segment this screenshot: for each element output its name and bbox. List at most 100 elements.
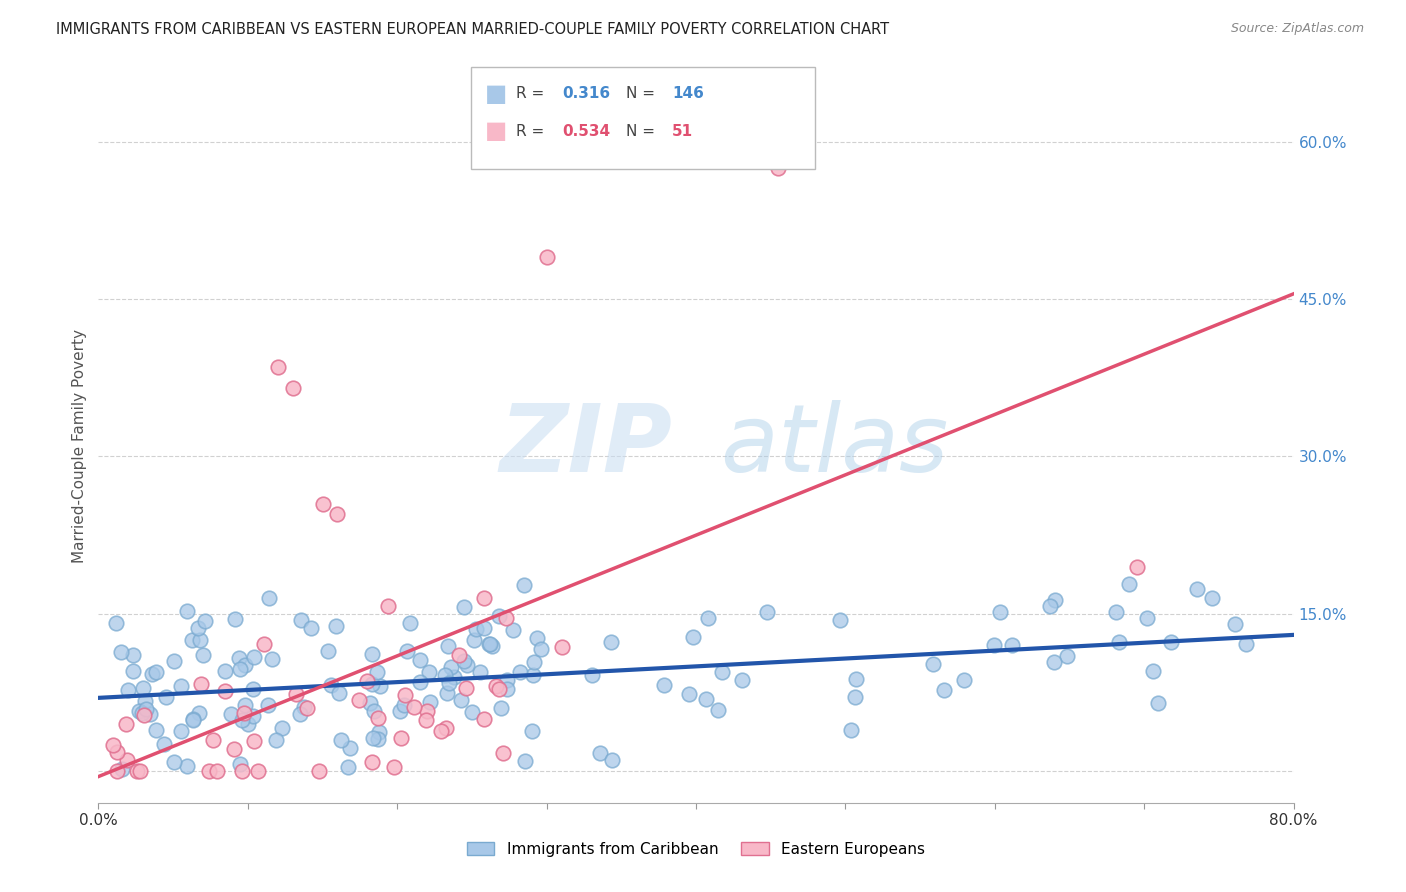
Point <box>581 668 603 682</box>
Point <box>214 684 236 698</box>
Point <box>194 614 217 628</box>
Point <box>509 665 531 680</box>
Point <box>392 698 415 712</box>
Point <box>329 733 352 747</box>
Point <box>1146 697 1168 711</box>
Point <box>139 707 162 722</box>
Point <box>363 704 385 718</box>
Point <box>522 667 544 681</box>
Point <box>934 683 956 698</box>
Point <box>766 161 789 175</box>
Point <box>128 764 150 779</box>
Point <box>1142 665 1164 679</box>
Point <box>222 742 245 756</box>
Point <box>242 734 264 748</box>
Point <box>845 672 868 686</box>
Point <box>170 679 193 693</box>
Point <box>238 717 260 731</box>
Point <box>1201 591 1223 605</box>
Point <box>1223 616 1246 631</box>
Point <box>695 692 717 706</box>
Point <box>472 621 495 635</box>
Point <box>270 721 292 735</box>
Point <box>115 716 138 731</box>
Point <box>485 680 508 694</box>
Point <box>1160 635 1182 649</box>
Point <box>214 665 236 679</box>
Point <box>361 731 384 745</box>
Point <box>145 665 167 679</box>
Point <box>756 605 779 619</box>
Point <box>522 656 544 670</box>
Point <box>131 706 153 720</box>
Point <box>117 754 139 768</box>
Text: Source: ZipAtlas.com: Source: ZipAtlas.com <box>1230 22 1364 36</box>
Point <box>472 712 495 726</box>
Point <box>430 724 453 739</box>
Point <box>366 665 388 680</box>
Point <box>198 764 221 779</box>
Point <box>409 653 432 667</box>
Point <box>319 678 342 692</box>
Point <box>361 647 384 661</box>
Point <box>450 693 472 707</box>
Point <box>231 764 253 779</box>
Point <box>404 699 426 714</box>
Point <box>111 762 134 776</box>
Point <box>1125 559 1147 574</box>
Point <box>359 697 381 711</box>
Point <box>253 637 276 651</box>
Point <box>495 681 517 696</box>
Point <box>228 756 250 771</box>
Point <box>290 613 312 627</box>
Point <box>419 695 441 709</box>
Point <box>281 381 304 395</box>
Point <box>1118 576 1140 591</box>
Point <box>183 713 205 727</box>
Point <box>152 737 174 751</box>
Point <box>1056 648 1078 663</box>
Point <box>453 599 475 614</box>
Point <box>478 637 501 651</box>
Point <box>437 676 460 690</box>
Point <box>600 634 623 648</box>
Point <box>231 714 253 728</box>
Point <box>481 639 503 653</box>
Text: 0.316: 0.316 <box>562 87 610 101</box>
Point <box>292 700 315 714</box>
Point <box>536 250 558 264</box>
Point <box>988 605 1011 619</box>
Point <box>110 645 132 659</box>
Point <box>264 732 287 747</box>
Point <box>520 724 543 739</box>
Point <box>443 670 465 684</box>
Point <box>983 638 1005 652</box>
Point <box>418 665 440 680</box>
Point <box>921 657 943 672</box>
Point <box>468 665 491 679</box>
Point <box>190 677 212 691</box>
Text: N =: N = <box>626 87 659 101</box>
Point <box>347 693 370 707</box>
Point <box>128 704 150 718</box>
Point <box>456 658 478 673</box>
Point <box>233 657 256 672</box>
Point <box>408 675 430 690</box>
Point <box>224 612 246 626</box>
Point <box>398 616 420 631</box>
Point <box>242 709 264 723</box>
Point <box>191 648 214 662</box>
Point <box>122 648 145 663</box>
Text: 51: 51 <box>672 124 693 138</box>
Point <box>368 725 391 739</box>
Point <box>394 688 416 702</box>
Point <box>262 652 284 666</box>
Point <box>308 764 330 779</box>
Point <box>361 755 384 769</box>
Point <box>844 690 866 704</box>
Point <box>389 731 412 746</box>
Text: N =: N = <box>626 124 659 138</box>
Point <box>163 654 186 668</box>
Point <box>589 746 612 760</box>
Point <box>1043 656 1066 670</box>
